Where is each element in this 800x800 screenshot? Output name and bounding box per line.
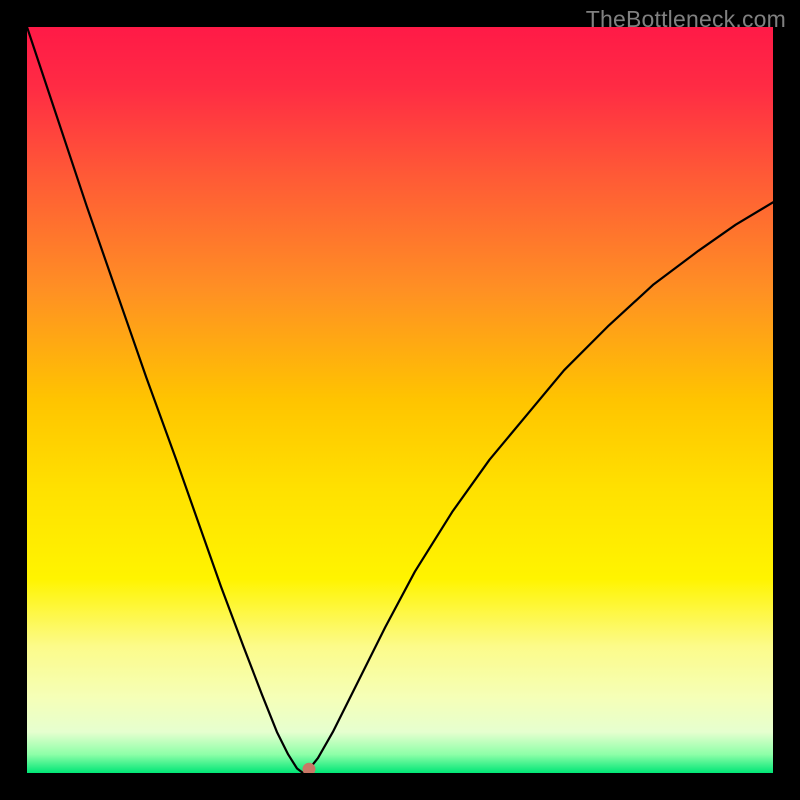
- watermark-text: TheBottleneck.com: [586, 6, 786, 33]
- curve-path: [27, 27, 773, 773]
- chart-frame: [27, 27, 773, 773]
- min-marker: [303, 763, 315, 773]
- plot-area: [27, 27, 773, 773]
- bottleneck-curve: [27, 27, 773, 773]
- gradient-background: [27, 27, 773, 773]
